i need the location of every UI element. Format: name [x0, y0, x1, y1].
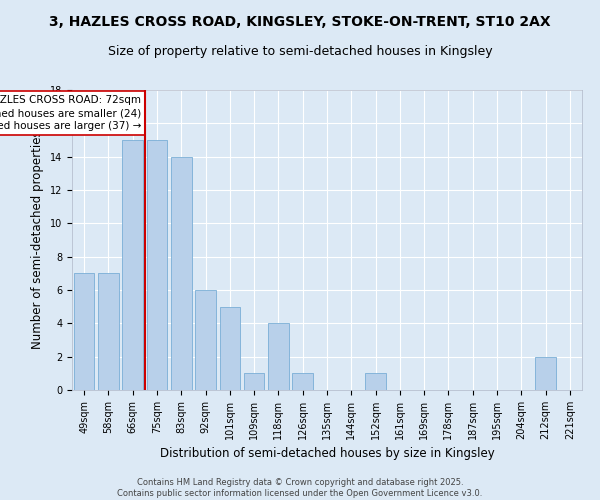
Bar: [292, 374, 313, 390]
Bar: [171, 156, 191, 390]
Bar: [122, 140, 143, 390]
Bar: [244, 374, 265, 390]
Bar: [268, 324, 289, 390]
Text: Contains HM Land Registry data © Crown copyright and database right 2025.
Contai: Contains HM Land Registry data © Crown c…: [118, 478, 482, 498]
Bar: [195, 290, 216, 390]
Bar: [535, 356, 556, 390]
Text: 3 HAZLES CROSS ROAD: 72sqm
← 39% of semi-detached houses are smaller (24)
60% of: 3 HAZLES CROSS ROAD: 72sqm ← 39% of semi…: [0, 95, 141, 132]
Bar: [146, 140, 167, 390]
X-axis label: Distribution of semi-detached houses by size in Kingsley: Distribution of semi-detached houses by …: [160, 448, 494, 460]
Text: Size of property relative to semi-detached houses in Kingsley: Size of property relative to semi-detach…: [107, 45, 493, 58]
Bar: [220, 306, 240, 390]
Bar: [98, 274, 119, 390]
Bar: [365, 374, 386, 390]
Text: 3, HAZLES CROSS ROAD, KINGSLEY, STOKE-ON-TRENT, ST10 2AX: 3, HAZLES CROSS ROAD, KINGSLEY, STOKE-ON…: [49, 15, 551, 29]
Bar: [74, 274, 94, 390]
Y-axis label: Number of semi-detached properties: Number of semi-detached properties: [31, 130, 44, 350]
